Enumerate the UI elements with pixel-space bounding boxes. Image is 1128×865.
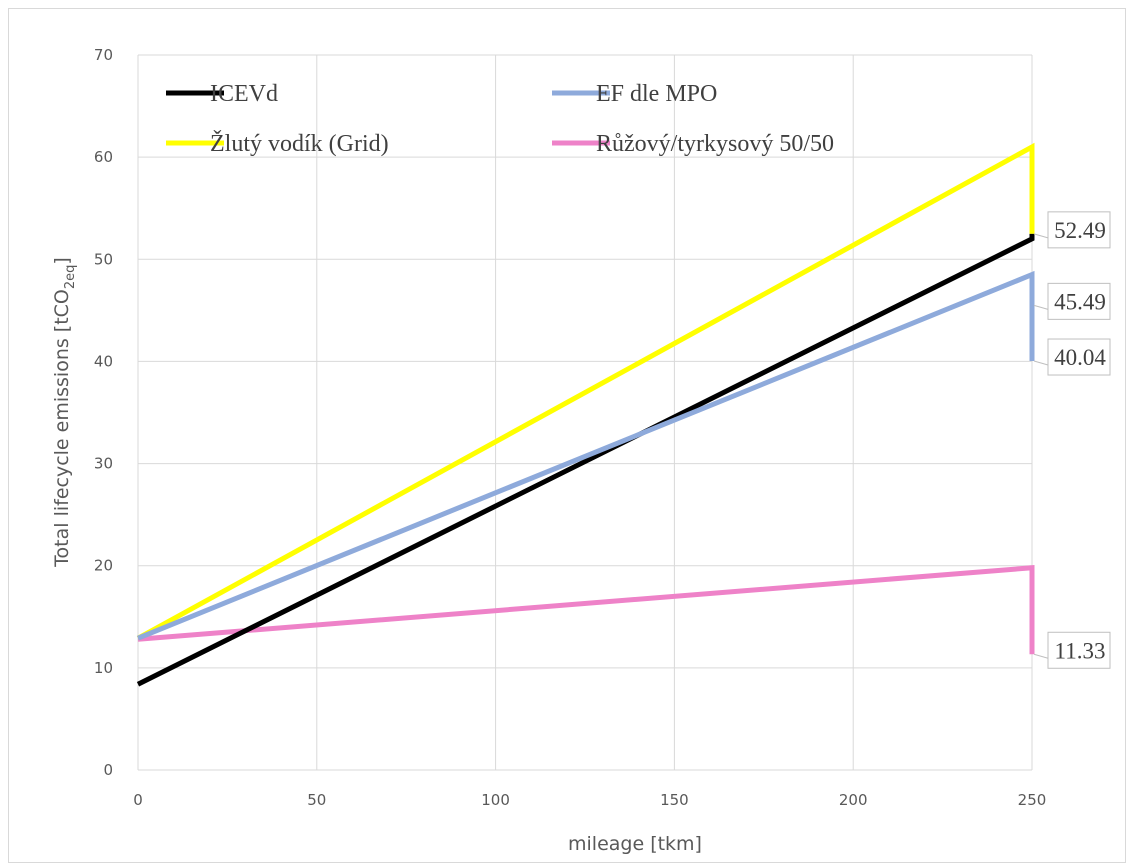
callout-label: 45.49 [1054,289,1106,314]
y-axis-title-end: ] [51,257,73,264]
x-tick-label: 200 [839,791,868,809]
series-layer [136,142,1035,687]
data-callout: 45.49 [1033,282,1111,320]
callout-layer: 52.49 45.49 40.04 11.33 [1033,211,1111,669]
series-line-0 [136,233,1035,687]
y-tick-label: 40 [94,352,113,370]
callout-leader [1033,233,1049,239]
chart-frame [8,8,1126,863]
legend: ICEVd EF dle MPO Žlutý vodík (Grid) Růžový/… [166,81,834,157]
x-tick-label: 150 [660,791,689,809]
callout-leader [1033,653,1049,659]
tick-layer: 0 10 20 30 40 50 60 70 0 50 100 150 200 250 [94,46,1046,809]
x-tick-label: 50 [307,791,326,809]
legend-entry: Růžový/tyrkysový 50/50 [552,131,834,157]
y-tick-label: 50 [94,250,113,268]
series-line-1 [137,270,1035,641]
y-tick-label: 30 [94,455,113,473]
series-line-3 [137,565,1035,655]
x-tick-label: 100 [481,791,510,809]
callout-box [1047,631,1111,669]
x-tick-label: 250 [1018,791,1047,809]
callout-label: 40.04 [1054,345,1106,370]
legend-label: EF dle MPO [596,81,717,107]
legend-label: Růžový/tyrkysový 50/50 [596,131,834,157]
y-tick-label: 60 [94,148,113,166]
callout-leader [1033,360,1049,366]
callout-leader [1033,304,1049,310]
x-axis-title: mileage [tkm] [568,833,702,855]
x-tick-label: 0 [133,791,143,809]
data-callout: 40.04 [1033,338,1111,376]
legend-label: Žlutý vodík (Grid) [210,131,389,157]
y-tick-label: 70 [94,46,113,64]
y-tick-label: 0 [103,761,113,779]
y-tick-label: 10 [94,659,113,677]
grid-layer [137,54,1033,771]
y-axis-title: Total lifecycle emissions [tCO2eq] [51,257,78,568]
series-line-2 [136,142,1035,641]
legend-entry: ICEVd [166,81,278,107]
callout-box [1047,282,1111,320]
y-axis-title-sub: 2eq [63,265,78,290]
callout-label: 11.33 [1055,638,1106,663]
y-axis-title-main: Total lifecycle emissions [tCO [51,289,73,568]
legend-entry: EF dle MPO [552,81,717,107]
y-tick-label: 20 [94,557,113,575]
legend-entry: Žlutý vodík (Grid) [166,131,389,157]
legend-label: ICEVd [210,81,278,107]
callout-label: 52.49 [1054,218,1106,243]
callout-box [1047,338,1111,376]
callout-box [1047,211,1111,249]
data-callout: 11.33 [1033,631,1111,669]
data-callout: 52.49 [1033,211,1111,249]
